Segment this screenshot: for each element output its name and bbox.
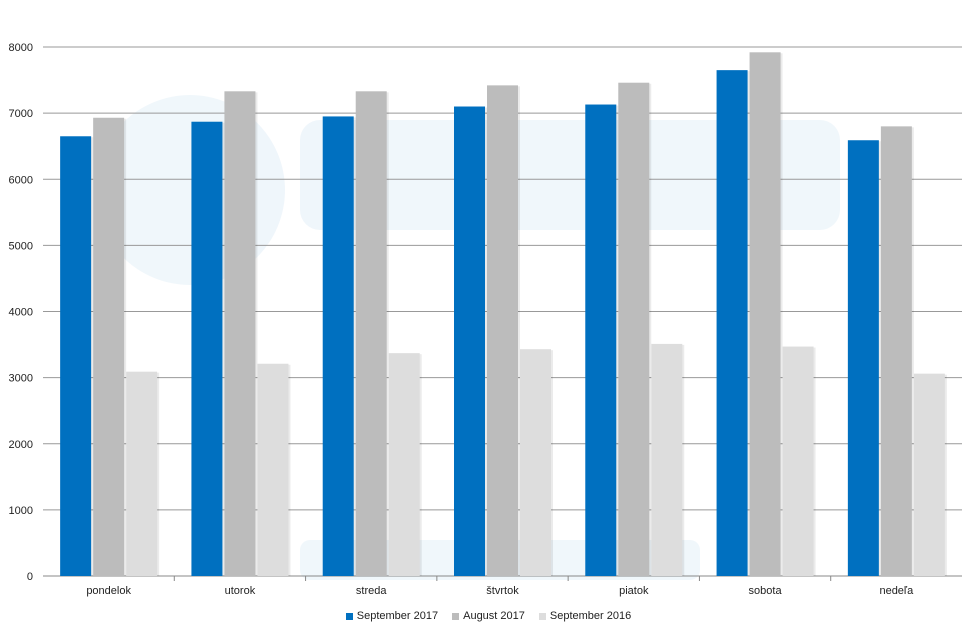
bars [60,52,947,577]
y-axis: 0 1000 2000 3000 4000 5000 6000 7000 8000 [9,42,33,583]
bar [585,104,617,576]
bar [618,82,650,577]
y-tick-label: 1000 [9,505,33,517]
bar [126,371,158,576]
legend-item[interactable]: August 2017 [452,610,525,622]
legend-label: August 2017 [463,610,525,622]
bar [913,373,945,576]
x-tick-label: nedeľa [879,585,914,597]
bar [880,126,912,576]
bar [191,121,223,576]
x-tick-label: streda [356,585,387,597]
y-tick-label: 5000 [9,240,33,252]
legend-swatch [452,612,460,620]
bar [847,140,879,576]
x-tick-label: sobota [749,585,783,597]
bar [716,70,748,577]
bar [487,85,518,576]
y-tick-label: 8000 [9,42,33,54]
bar [322,116,354,577]
bar [60,136,92,577]
legend-label: September 2017 [356,610,439,622]
y-tick-label: 4000 [9,307,33,319]
x-tick-label: piatok [619,585,649,597]
y-tick-label: 7000 [9,108,33,120]
legend-swatch [345,612,353,620]
bar [224,91,256,577]
y-tick-label: 6000 [9,174,33,186]
x-tick-label: pondelok [86,585,131,597]
bar [93,117,125,576]
legend-swatch [538,612,546,620]
legend: September 2017 August 2017 September 2016 [0,610,977,622]
bar [749,52,781,577]
y-tick-label: 3000 [9,373,33,385]
bar [257,363,289,576]
bar [782,346,814,576]
legend-item[interactable]: September 2017 [345,610,439,622]
x-axis: pondelok utorok streda štvrtok piatok sobota n… [86,576,914,597]
bar [651,343,683,576]
y-tick-label: 0 [27,571,33,583]
legend-item[interactable]: September 2016 [538,610,632,622]
x-tick-label: štvrtok [486,585,519,597]
y-tick-label: 2000 [9,439,33,451]
bar [355,91,387,577]
bar [454,106,485,576]
bar [520,349,551,576]
bar [388,353,420,576]
x-tick-label: utorok [225,585,256,597]
legend-label: September 2016 [549,610,632,622]
